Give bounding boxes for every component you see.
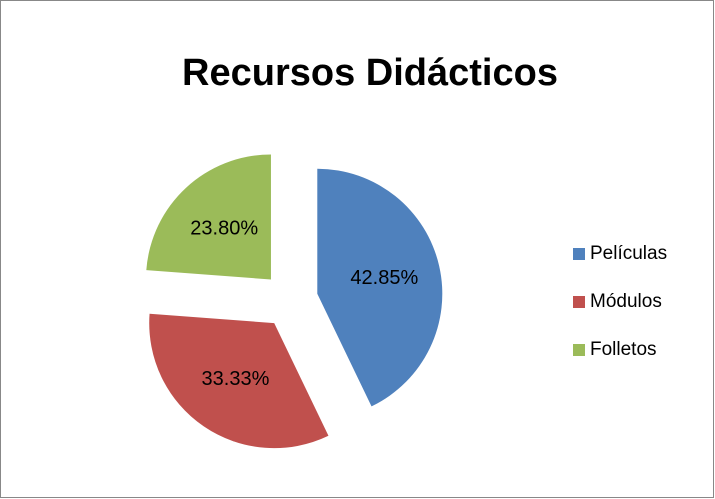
legend-label: Películas bbox=[590, 243, 667, 264]
data-label: 23.80% bbox=[190, 217, 258, 239]
pie-slice bbox=[149, 313, 329, 449]
legend-label: Folletos bbox=[590, 339, 657, 360]
chart-title: Recursos Didácticos bbox=[182, 52, 558, 94]
pie-slice bbox=[317, 168, 443, 407]
legend-swatch bbox=[573, 344, 585, 356]
pie-slice bbox=[146, 154, 271, 280]
data-label: 33.33% bbox=[202, 368, 270, 390]
legend-swatch bbox=[573, 248, 585, 260]
legend-label: Módulos bbox=[590, 291, 662, 312]
legend-swatch bbox=[573, 296, 585, 308]
data-label: 42.85% bbox=[350, 267, 418, 289]
